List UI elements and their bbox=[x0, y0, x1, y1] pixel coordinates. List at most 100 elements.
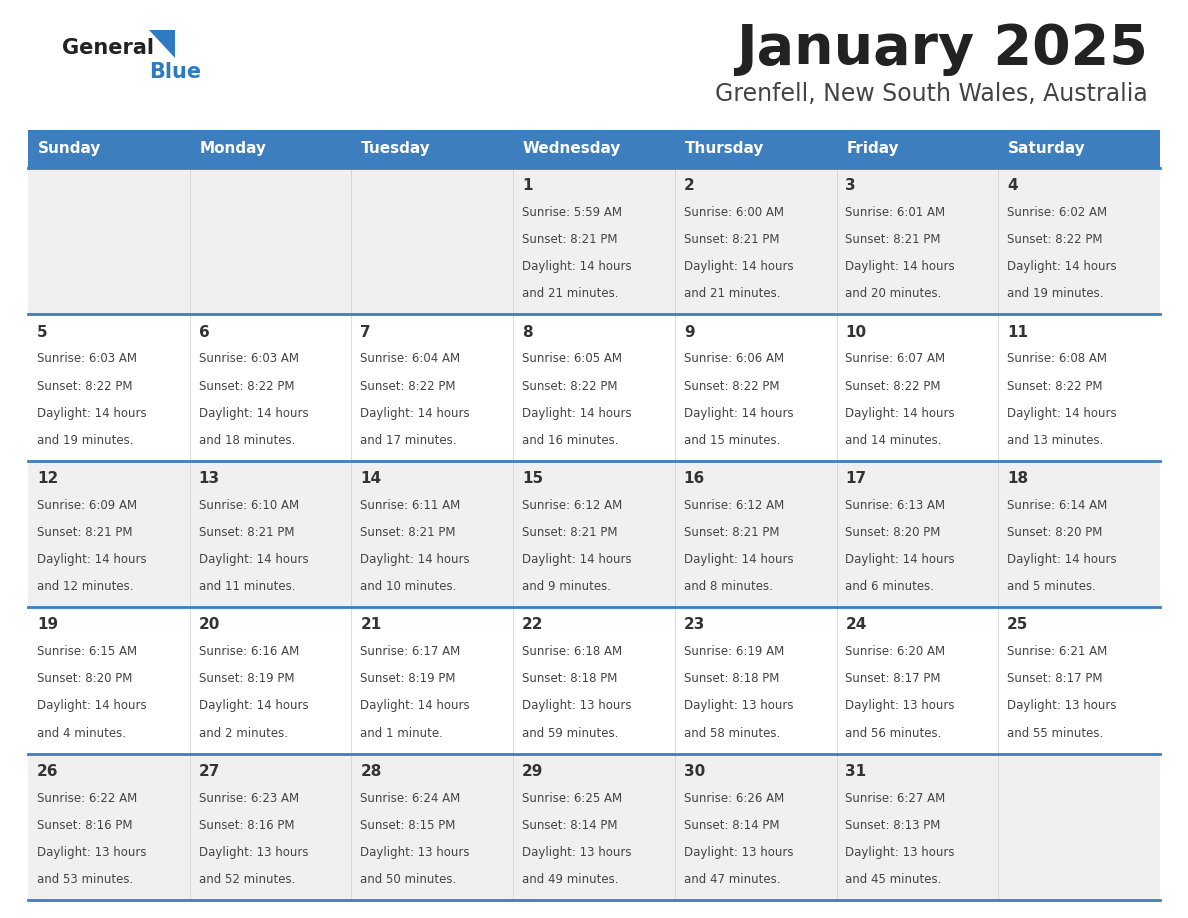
Text: Sunrise: 6:19 AM: Sunrise: 6:19 AM bbox=[684, 645, 784, 658]
Text: 31: 31 bbox=[846, 764, 866, 778]
Text: and 15 minutes.: and 15 minutes. bbox=[684, 433, 781, 447]
Bar bbox=[29, 314, 190, 461]
Text: Daylight: 13 hours: Daylight: 13 hours bbox=[522, 700, 632, 712]
Bar bbox=[675, 130, 836, 168]
Text: 27: 27 bbox=[198, 764, 220, 778]
Text: Sunday: Sunday bbox=[38, 141, 101, 156]
Text: Daylight: 13 hours: Daylight: 13 hours bbox=[1007, 700, 1117, 712]
Text: Blue: Blue bbox=[148, 62, 201, 82]
Text: Sunset: 8:21 PM: Sunset: 8:21 PM bbox=[198, 526, 295, 539]
Text: and 21 minutes.: and 21 minutes. bbox=[684, 287, 781, 300]
Text: Sunrise: 6:06 AM: Sunrise: 6:06 AM bbox=[684, 353, 784, 365]
Bar bbox=[29, 168, 190, 314]
Text: 9: 9 bbox=[684, 325, 694, 340]
Text: Sunrise: 6:14 AM: Sunrise: 6:14 AM bbox=[1007, 498, 1107, 512]
Text: Sunset: 8:22 PM: Sunset: 8:22 PM bbox=[37, 379, 132, 393]
Bar bbox=[352, 130, 513, 168]
Text: and 45 minutes.: and 45 minutes. bbox=[846, 873, 942, 886]
Text: Sunrise: 5:59 AM: Sunrise: 5:59 AM bbox=[522, 206, 623, 219]
Text: and 47 minutes.: and 47 minutes. bbox=[684, 873, 781, 886]
Text: 8: 8 bbox=[522, 325, 532, 340]
Text: Daylight: 14 hours: Daylight: 14 hours bbox=[37, 553, 146, 566]
Bar bbox=[190, 607, 352, 754]
Text: and 2 minutes.: and 2 minutes. bbox=[198, 726, 287, 740]
Text: Sunrise: 6:23 AM: Sunrise: 6:23 AM bbox=[198, 791, 298, 805]
Text: and 56 minutes.: and 56 minutes. bbox=[846, 726, 942, 740]
Text: and 6 minutes.: and 6 minutes. bbox=[846, 580, 935, 593]
Text: and 8 minutes.: and 8 minutes. bbox=[684, 580, 772, 593]
Bar bbox=[836, 461, 998, 607]
Text: Daylight: 14 hours: Daylight: 14 hours bbox=[1007, 407, 1117, 420]
Text: Sunrise: 6:00 AM: Sunrise: 6:00 AM bbox=[684, 206, 784, 219]
Text: Sunrise: 6:17 AM: Sunrise: 6:17 AM bbox=[360, 645, 461, 658]
Text: Daylight: 14 hours: Daylight: 14 hours bbox=[198, 553, 308, 566]
Bar bbox=[352, 314, 513, 461]
Text: Daylight: 14 hours: Daylight: 14 hours bbox=[37, 700, 146, 712]
Bar bbox=[352, 607, 513, 754]
Text: 30: 30 bbox=[684, 764, 704, 778]
Text: January 2025: January 2025 bbox=[737, 22, 1148, 76]
Polygon shape bbox=[148, 30, 175, 58]
Text: Sunrise: 6:12 AM: Sunrise: 6:12 AM bbox=[684, 498, 784, 512]
Text: 12: 12 bbox=[37, 471, 58, 486]
Text: Daylight: 13 hours: Daylight: 13 hours bbox=[846, 700, 955, 712]
Text: Daylight: 14 hours: Daylight: 14 hours bbox=[684, 553, 794, 566]
Bar bbox=[836, 754, 998, 900]
Text: Sunset: 8:14 PM: Sunset: 8:14 PM bbox=[684, 819, 779, 832]
Text: Sunset: 8:18 PM: Sunset: 8:18 PM bbox=[684, 672, 779, 686]
Text: 5: 5 bbox=[37, 325, 48, 340]
Text: Sunset: 8:21 PM: Sunset: 8:21 PM bbox=[37, 526, 132, 539]
Text: 2: 2 bbox=[684, 178, 695, 194]
Text: Sunrise: 6:26 AM: Sunrise: 6:26 AM bbox=[684, 791, 784, 805]
Text: 26: 26 bbox=[37, 764, 58, 778]
Text: Sunset: 8:20 PM: Sunset: 8:20 PM bbox=[1007, 526, 1102, 539]
Text: Daylight: 14 hours: Daylight: 14 hours bbox=[360, 553, 470, 566]
Text: Daylight: 13 hours: Daylight: 13 hours bbox=[37, 845, 146, 859]
Bar bbox=[352, 461, 513, 607]
Text: Daylight: 14 hours: Daylight: 14 hours bbox=[846, 407, 955, 420]
Text: 15: 15 bbox=[522, 471, 543, 486]
Text: General: General bbox=[62, 38, 154, 58]
Text: Sunrise: 6:05 AM: Sunrise: 6:05 AM bbox=[522, 353, 623, 365]
Text: Sunrise: 6:16 AM: Sunrise: 6:16 AM bbox=[198, 645, 299, 658]
Text: Sunset: 8:21 PM: Sunset: 8:21 PM bbox=[522, 233, 618, 246]
Text: 13: 13 bbox=[198, 471, 220, 486]
Text: Daylight: 14 hours: Daylight: 14 hours bbox=[846, 260, 955, 274]
Bar bbox=[513, 130, 675, 168]
Text: 3: 3 bbox=[846, 178, 857, 194]
Text: Sunset: 8:21 PM: Sunset: 8:21 PM bbox=[522, 526, 618, 539]
Text: Sunset: 8:21 PM: Sunset: 8:21 PM bbox=[684, 526, 779, 539]
Text: 22: 22 bbox=[522, 618, 544, 633]
Bar bbox=[675, 461, 836, 607]
Text: Sunset: 8:17 PM: Sunset: 8:17 PM bbox=[1007, 672, 1102, 686]
Text: Sunrise: 6:10 AM: Sunrise: 6:10 AM bbox=[198, 498, 298, 512]
Text: Wednesday: Wednesday bbox=[523, 141, 621, 156]
Bar bbox=[29, 130, 190, 168]
Text: and 14 minutes.: and 14 minutes. bbox=[846, 433, 942, 447]
Bar bbox=[836, 314, 998, 461]
Text: Sunset: 8:14 PM: Sunset: 8:14 PM bbox=[522, 819, 618, 832]
Text: Sunrise: 6:21 AM: Sunrise: 6:21 AM bbox=[1007, 645, 1107, 658]
Text: Tuesday: Tuesday bbox=[361, 141, 431, 156]
Text: Sunrise: 6:02 AM: Sunrise: 6:02 AM bbox=[1007, 206, 1107, 219]
Text: Sunrise: 6:03 AM: Sunrise: 6:03 AM bbox=[37, 353, 137, 365]
Text: Daylight: 14 hours: Daylight: 14 hours bbox=[684, 407, 794, 420]
Text: Sunset: 8:20 PM: Sunset: 8:20 PM bbox=[37, 672, 132, 686]
Bar bbox=[190, 168, 352, 314]
Text: 7: 7 bbox=[360, 325, 371, 340]
Text: Saturday: Saturday bbox=[1007, 141, 1086, 156]
Text: and 9 minutes.: and 9 minutes. bbox=[522, 580, 611, 593]
Bar bbox=[352, 754, 513, 900]
Text: Daylight: 14 hours: Daylight: 14 hours bbox=[37, 407, 146, 420]
Text: and 17 minutes.: and 17 minutes. bbox=[360, 433, 457, 447]
Bar bbox=[29, 607, 190, 754]
Text: Daylight: 14 hours: Daylight: 14 hours bbox=[522, 553, 632, 566]
Text: Sunrise: 6:11 AM: Sunrise: 6:11 AM bbox=[360, 498, 461, 512]
Bar bbox=[675, 314, 836, 461]
Text: 4: 4 bbox=[1007, 178, 1018, 194]
Text: Sunrise: 6:20 AM: Sunrise: 6:20 AM bbox=[846, 645, 946, 658]
Bar bbox=[998, 607, 1159, 754]
Text: 28: 28 bbox=[360, 764, 381, 778]
Text: Daylight: 13 hours: Daylight: 13 hours bbox=[360, 845, 469, 859]
Text: and 18 minutes.: and 18 minutes. bbox=[198, 433, 295, 447]
